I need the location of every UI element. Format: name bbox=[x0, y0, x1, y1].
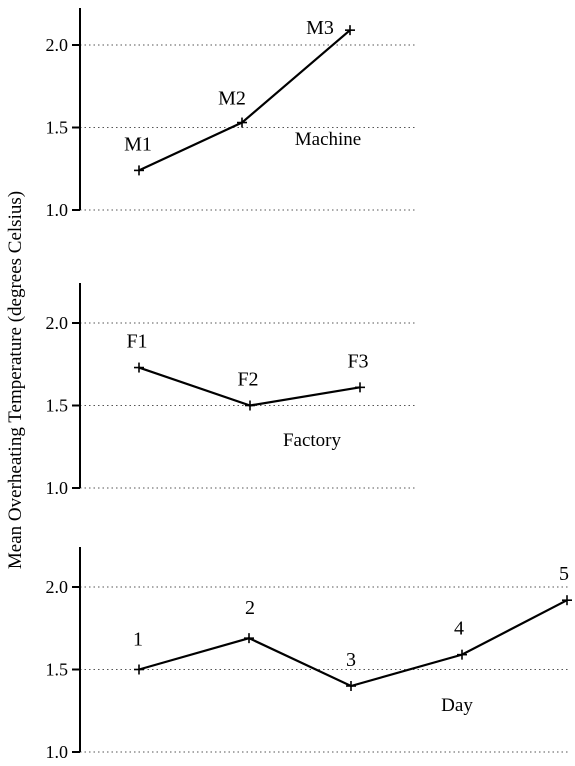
panel-factory: 1.0 1.5 2.0 F1 F2 F3 Factory bbox=[46, 283, 415, 498]
point-label: 1 bbox=[133, 629, 143, 651]
data-point bbox=[134, 165, 144, 176]
panel-day: 1.0 1.5 2.0 1 2 3 4 5 Day bbox=[46, 547, 572, 762]
y-tick-label: 1.5 bbox=[46, 660, 69, 680]
data-point bbox=[346, 681, 356, 691]
point-label: M3 bbox=[306, 17, 334, 39]
y-tick-label: 1.5 bbox=[46, 396, 69, 416]
point-label: 2 bbox=[245, 597, 255, 619]
data-point bbox=[134, 362, 144, 373]
data-point bbox=[355, 382, 365, 393]
point-label: M1 bbox=[124, 133, 152, 155]
data-point bbox=[244, 633, 254, 644]
data-point bbox=[245, 400, 255, 411]
data-point bbox=[134, 664, 144, 675]
panels-group: 1.0 1.5 2.0 M1 M2 M3 Machine 1.0 1.5 2.0 F1 F2 F3 Fac… bbox=[46, 8, 572, 762]
point-label: F3 bbox=[347, 350, 368, 372]
panel-label: Factory bbox=[283, 430, 342, 451]
y-tick-label: 1.0 bbox=[46, 742, 69, 762]
y-tick-label: 2.0 bbox=[46, 577, 69, 597]
panel-label: Machine bbox=[295, 129, 361, 150]
y-tick-label: 2.0 bbox=[46, 35, 69, 55]
series-line bbox=[138, 599, 568, 688]
watermark-text: 掘金技术社区 @ 布客飞龙 bbox=[381, 728, 556, 746]
point-label: F2 bbox=[237, 369, 258, 391]
y-axis-title: Mean Overheating Temperature (degrees Ce… bbox=[5, 191, 26, 569]
point-label: 5 bbox=[559, 563, 569, 585]
panel-machine: 1.0 1.5 2.0 M1 M2 M3 Machine bbox=[46, 8, 415, 220]
panel-label: Day bbox=[441, 695, 473, 716]
y-tick-label: 1.0 bbox=[46, 478, 69, 498]
data-point bbox=[345, 25, 355, 36]
data-point bbox=[562, 595, 572, 606]
point-label: M2 bbox=[218, 88, 246, 110]
point-label: 3 bbox=[346, 649, 356, 671]
data-point bbox=[237, 117, 247, 128]
data-point bbox=[457, 649, 467, 660]
y-tick-label: 2.0 bbox=[46, 313, 69, 333]
y-tick-label: 1.5 bbox=[46, 118, 69, 138]
point-label: F1 bbox=[126, 331, 147, 353]
y-tick-label: 1.0 bbox=[46, 200, 69, 220]
point-label: 4 bbox=[454, 618, 464, 640]
